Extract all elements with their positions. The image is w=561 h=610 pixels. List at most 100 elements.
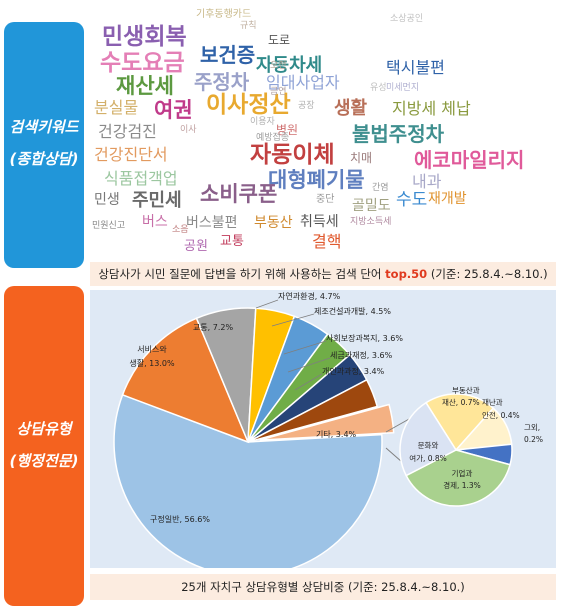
cloud-word: 소음 [172, 225, 189, 235]
cloud-word: 불법주정차 [352, 122, 444, 146]
cloud-word: 재개발 [428, 191, 467, 207]
sub-pie-label: 안전, 0.4% [482, 410, 520, 420]
cloud-word: 기후동행카드 [196, 9, 252, 20]
cloud-word: 버스 [142, 214, 168, 230]
pie-label: 사회보장과복지, 3.6% [326, 333, 403, 343]
cloud-word: 이사정산 [206, 92, 291, 118]
cloud-word: 민생 [94, 192, 120, 208]
cloud-word: 지방소득세 [350, 217, 392, 227]
leader-line [271, 313, 315, 327]
pie-label: 제조건설과개발, 4.5% [314, 306, 391, 316]
sub-pie-slice [399, 401, 458, 477]
sub-pie-slice [405, 449, 511, 507]
cloud-word: 여권 [154, 98, 193, 122]
cloud-word: 민생회복 [102, 24, 187, 50]
cloud-word: 생활 [334, 98, 368, 119]
cloud-word: 중단 [316, 194, 335, 205]
pie-slice [259, 403, 395, 441]
pie-slice [121, 317, 250, 444]
cloud-word: 자동차세 [256, 55, 323, 76]
sub-pie-label: 부동산과 [452, 385, 480, 395]
cloud-word: 이용자 [250, 117, 275, 127]
cloud-word: 에코마일리지 [414, 148, 525, 172]
cloud-word: 공원 [184, 239, 208, 254]
leader-line [287, 357, 331, 373]
cloud-word: 수도 [396, 190, 428, 210]
sub-pie-label: 경제, 1.3% [443, 480, 481, 490]
cloud-word: 소비쿠폰 [200, 182, 278, 206]
cloud-word: 취득세 [300, 214, 339, 230]
sub-pie-label: 여가, 0.8% [409, 453, 447, 463]
cloud-word: 건강검진 [98, 122, 157, 141]
cloud-word: 내과 [412, 172, 442, 191]
consult-tab-line2: (행정전문) [9, 452, 79, 470]
cloud-word: 분실물 [94, 98, 139, 117]
cloud-word: 예방접종 [256, 133, 290, 143]
cloud-word: 교통 [220, 234, 244, 249]
keyword-section-tab: 검색키워드 (종합상담) [4, 22, 84, 268]
keyword-caption-text: 상담사가 시민 질문에 답변을 하기 위해 사용하는 검색 단어 [98, 267, 386, 281]
pie-label: 서비스와 [137, 344, 167, 354]
pie-label: 개인과과정, 3.4% [322, 366, 385, 376]
keyword-tab-line1: 검색키워드 [9, 118, 79, 136]
cloud-word: 병원 [276, 123, 299, 137]
cloud-word: 버스불편 [186, 215, 238, 231]
pie-label: 교통, 7.2% [193, 323, 234, 332]
keyword-caption-highlight: top.50 [385, 267, 428, 281]
sub-pie [399, 393, 513, 507]
cloud-word: 지방세 체납 [392, 99, 471, 118]
leader-line [255, 299, 279, 309]
keyword-caption: 상담사가 시민 질문에 답변을 하기 위해 사용하는 검색 단어 top.50 … [90, 262, 556, 286]
pie-label: 세금과재정, 3.6% [330, 350, 393, 360]
keyword-tab-line2: (종합상담) [9, 150, 79, 168]
pie-label: 구정일반, 56.6% [150, 514, 210, 524]
cloud-word: 소상공인 [390, 14, 424, 24]
cloud-word: 결핵 [312, 232, 342, 251]
cloud-word: 건강진단서 [94, 145, 168, 164]
sub-pie-slice [424, 393, 495, 452]
cloud-word: 택시불편 [386, 58, 445, 77]
cloud-word: 도로 [268, 33, 291, 47]
chart-caption: 25개 자치구 상담유형별 상담비중 (기준: 25.8.4.~8.10.) [90, 574, 556, 600]
cloud-word: 자동이체 [250, 142, 335, 168]
cloud-word: 골밀도 [352, 198, 391, 214]
sub-pie-label: 기업과 [452, 469, 473, 478]
cloud-word: 이사 [180, 125, 197, 135]
sub-pie-label: 0.2% [524, 435, 543, 444]
keyword-caption-date: (기준: 25.8.4.~8.10.) [427, 267, 548, 281]
cloud-word: 치매 [350, 151, 373, 165]
cloud-word: 재산세 [116, 74, 174, 98]
cloud-word: 미세먼지 [386, 83, 420, 93]
consult-section-tab: 상담유형 (행정전문) [4, 286, 84, 606]
cloud-word: 부동산 [254, 215, 293, 231]
leader-line [283, 340, 327, 355]
cloud-word: 수도요금 [100, 50, 185, 76]
pie-slice [247, 378, 379, 443]
sub-pie-label: 문화와 [418, 440, 439, 450]
sub-pie-label: 재산, 0.7% [442, 397, 480, 407]
pie-label: 자연과환경, 4.7% [278, 291, 341, 301]
cloud-word: 오전 [270, 61, 287, 71]
cloud-word: 민원신고 [92, 221, 126, 231]
cloud-word: 주정차 [194, 70, 250, 94]
consult-tab-line1: 상담유형 [16, 420, 72, 438]
cloud-word: 규칙 [240, 21, 257, 31]
cloud-word: 금연 [270, 87, 287, 97]
leader-line [294, 373, 323, 391]
pie-label: 생활, 13.0% [129, 358, 175, 368]
cloud-word: 공장 [298, 101, 315, 111]
cloud-word: 주민세 [132, 190, 182, 211]
cloud-word: 임대사업자 [266, 73, 340, 92]
pie-label: 기타, 3.4% [316, 430, 357, 439]
cloud-word: 유성 [370, 83, 387, 93]
cloud-word: 간염 [372, 183, 389, 193]
cloud-word: 보건증 [200, 43, 256, 67]
sub-pie-label: 그외, [524, 422, 540, 432]
sub-pie-label: 재난과 [482, 398, 503, 407]
cloud-word: 식품접객업 [104, 169, 178, 188]
cloud-word: 대형폐기물 [268, 168, 365, 192]
